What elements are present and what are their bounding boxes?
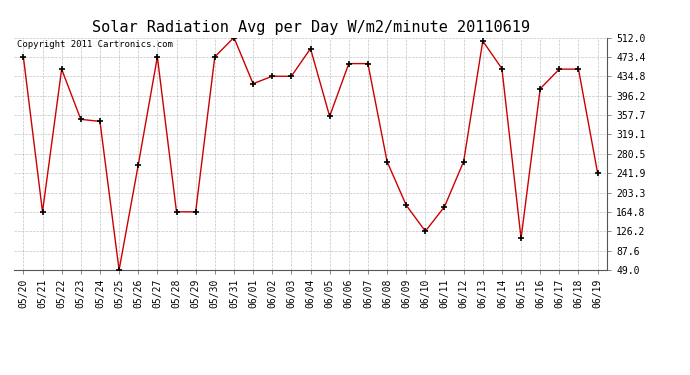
Text: Copyright 2011 Cartronics.com: Copyright 2011 Cartronics.com bbox=[17, 40, 172, 49]
Title: Solar Radiation Avg per Day W/m2/minute 20110619: Solar Radiation Avg per Day W/m2/minute … bbox=[92, 20, 529, 35]
